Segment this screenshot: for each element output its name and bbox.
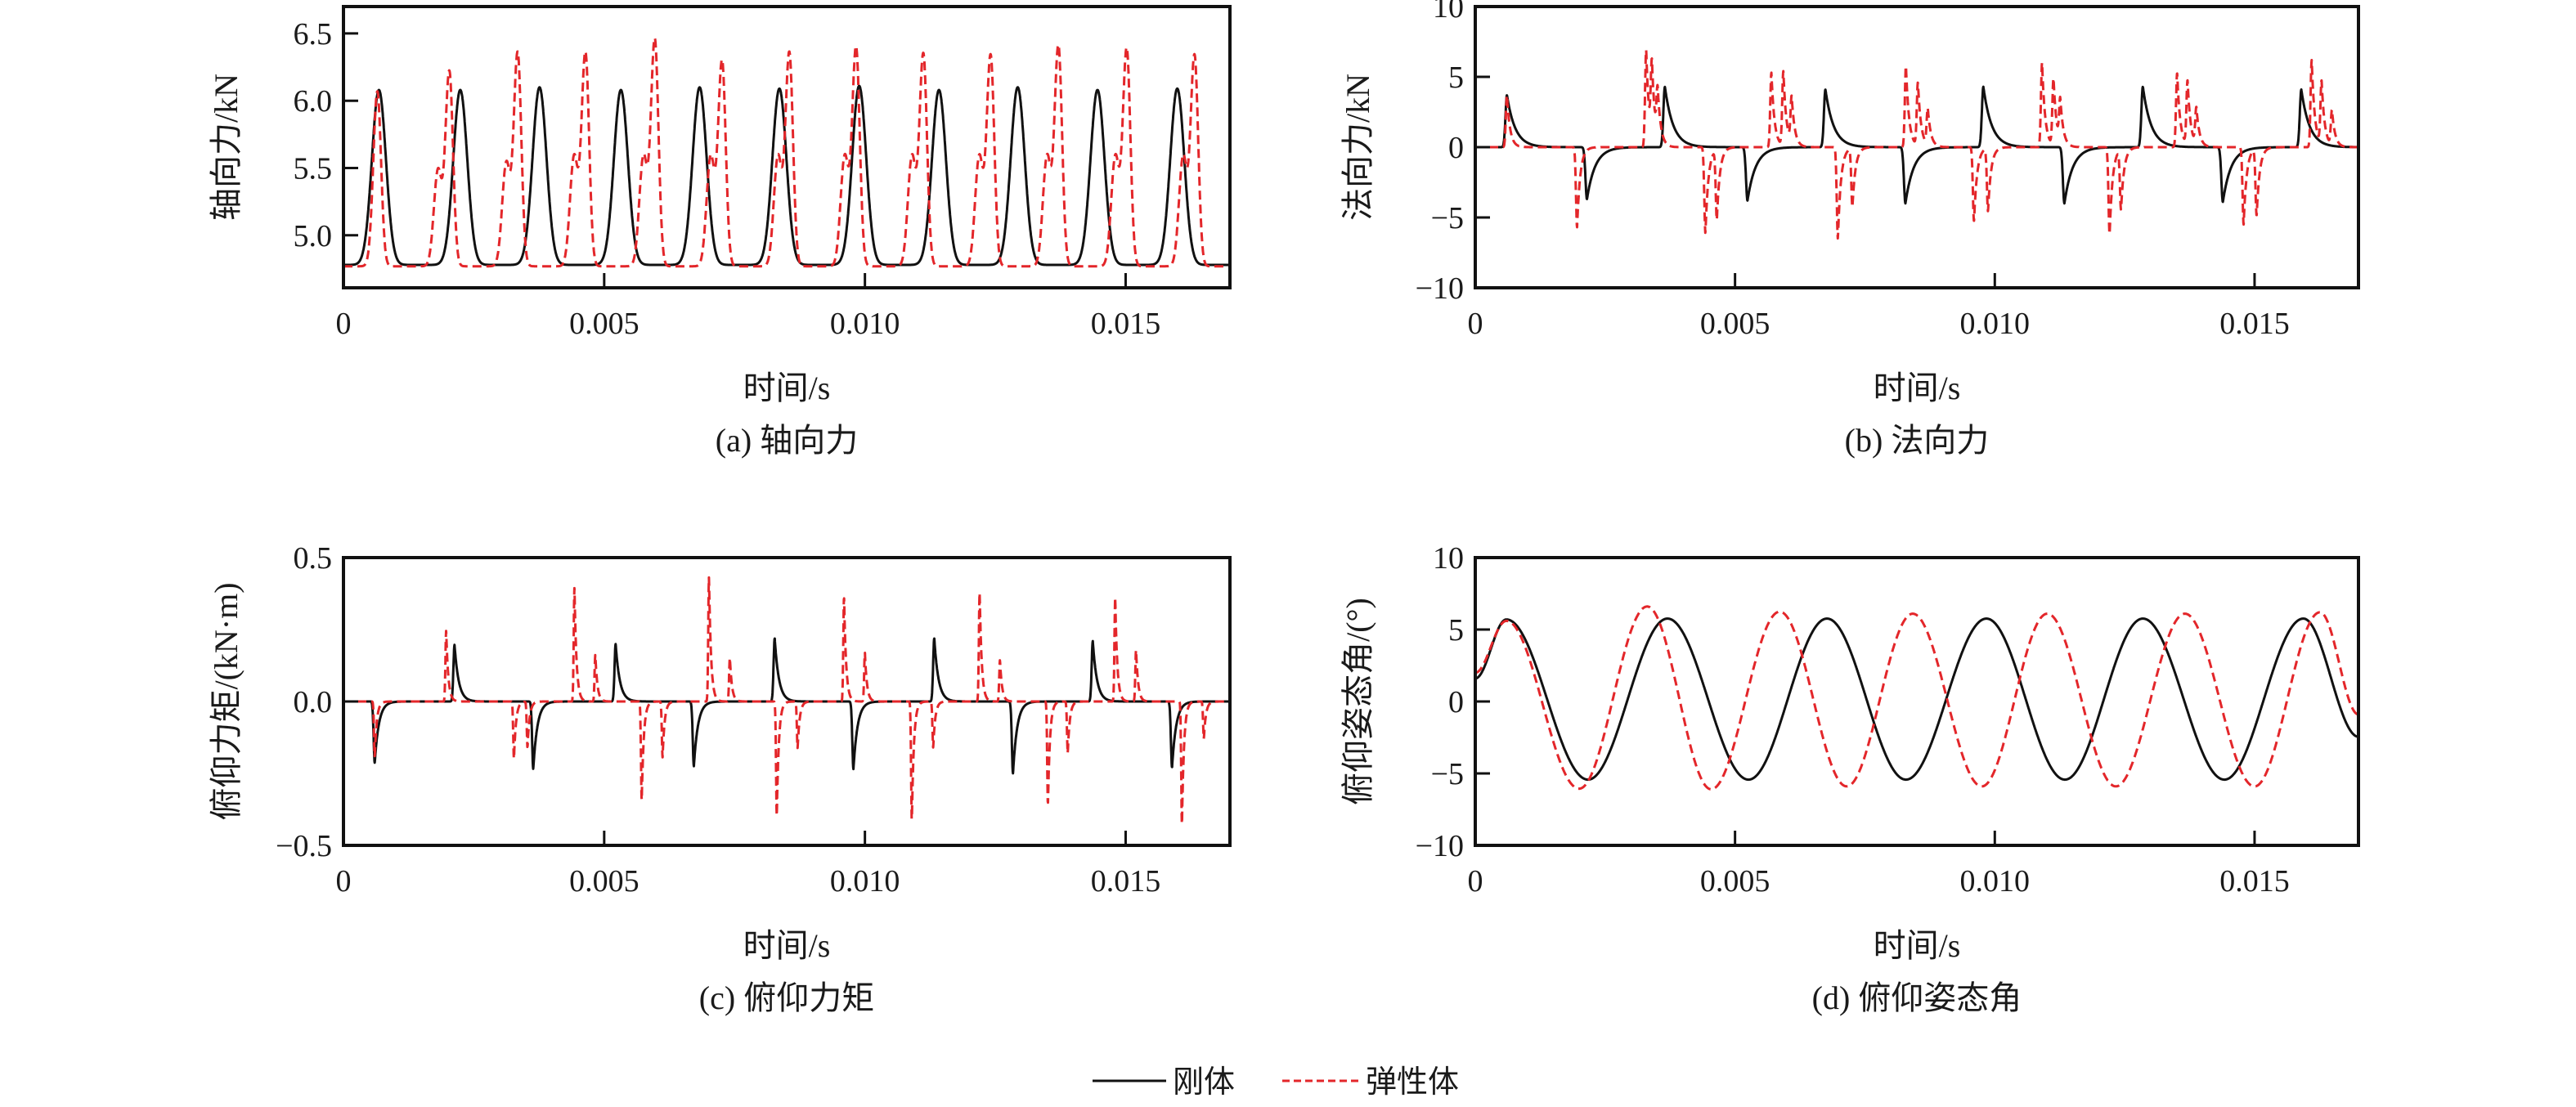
x-tick-label: 0 [336,307,352,341]
x-tick-label: 0.005 [569,307,640,341]
x-tick-label: 0.015 [2219,864,2290,899]
y-axis-label: 轴向力/kN [208,74,245,221]
panel-normal-force: 0 0.005 0.010 0.015 −10 −5 0 5 10 法向力/kN 时间/s (b) 法… [1340,0,2360,459]
x-tick-label: 0.010 [1960,307,2031,341]
y-tick-label: 0 [1448,685,1464,719]
y-tick-label: 10 [1433,0,1464,25]
x-tick-label: 0.005 [1700,307,1770,341]
y-axis-label: 法向力/kN [1340,74,1376,221]
y-tick-label: −10 [1416,829,1464,863]
y-tick-label: −10 [1416,271,1464,306]
series-elastic-line [1475,605,2358,791]
x-tick-label: 0.005 [1700,864,1770,899]
panel-subtitle: (c) 俯仰力矩 [699,979,874,1016]
y-axis-label: 俯仰力矩/(kN·m) [208,582,245,820]
y-tick-label: −5 [1431,201,1464,235]
legend-elastic-label: 弹性体 [1366,1065,1459,1100]
x-tick-label: 0.010 [1960,864,2031,899]
x-axis-label: 时间/s [1874,370,1961,406]
legend-rigid-label: 刚体 [1173,1065,1235,1100]
y-tick-label: 0.0 [294,685,333,719]
y-tick-label: 10 [1433,541,1464,576]
series-rigid-line [1475,617,2358,782]
y-tick-label: 6.5 [294,17,333,52]
x-tick-label: 0.015 [1091,864,1161,899]
x-tick-label: 0 [1468,307,1483,341]
panel-pitch-angle: 0 0.005 0.010 0.015 −10 −5 0 5 10 俯仰姿态角/(°) 时间/s (d… [1340,541,2360,1016]
panel-subtitle: (d) 俯仰姿态角 [1812,979,2022,1016]
y-tick-label: −0.5 [276,829,332,863]
y-tick-label: 5.5 [294,152,333,186]
series-rigid-line [343,84,1230,267]
y-tick-label: 0 [1448,131,1464,165]
y-tick-label: 6.0 [294,84,333,119]
series-elastic-line [1475,48,2358,240]
axes-frame [342,5,1232,289]
y-tick-label: −5 [1431,757,1464,791]
axes-frame [1474,556,2360,847]
x-tick-label: 0.005 [569,864,640,899]
x-tick-label: 0.010 [830,864,900,899]
panel-subtitle: (b) 法向力 [1845,422,1990,459]
series-rigid-line [343,637,1230,775]
x-axis-label: 时间/s [743,370,831,406]
panel-axial-force: 0 0.005 0.010 0.015 5.0 5.5 6.0 6.5 轴向力/kN 时间/s (a… [208,5,1232,459]
y-axis-label: 俯仰姿态角/(°) [1340,598,1376,805]
x-tick-label: 0 [1468,864,1483,899]
x-tick-label: 0.010 [830,307,900,341]
legend: 刚体 弹性体 [1093,1065,1459,1100]
x-axis-label: 时间/s [743,927,831,964]
y-tick-label: 0.5 [294,541,333,576]
x-tick-label: 0.015 [1091,307,1161,341]
x-tick-label: 0.015 [2219,307,2290,341]
panel-subtitle: (a) 轴向力 [716,422,858,459]
series-elastic-line [343,576,1230,825]
x-axis-label: 时间/s [1874,927,1961,964]
y-tick-label: 5 [1448,613,1464,648]
x-tick-label: 0 [336,864,352,899]
panel-pitch-moment: 0 0.005 0.010 0.015 −0.5 0.0 0.5 俯仰力矩/(kN·m) 时间/… [208,541,1232,1016]
y-tick-label: 5.0 [294,219,333,253]
series-elastic-line [343,37,1230,268]
y-tick-label: 5 [1448,61,1464,95]
